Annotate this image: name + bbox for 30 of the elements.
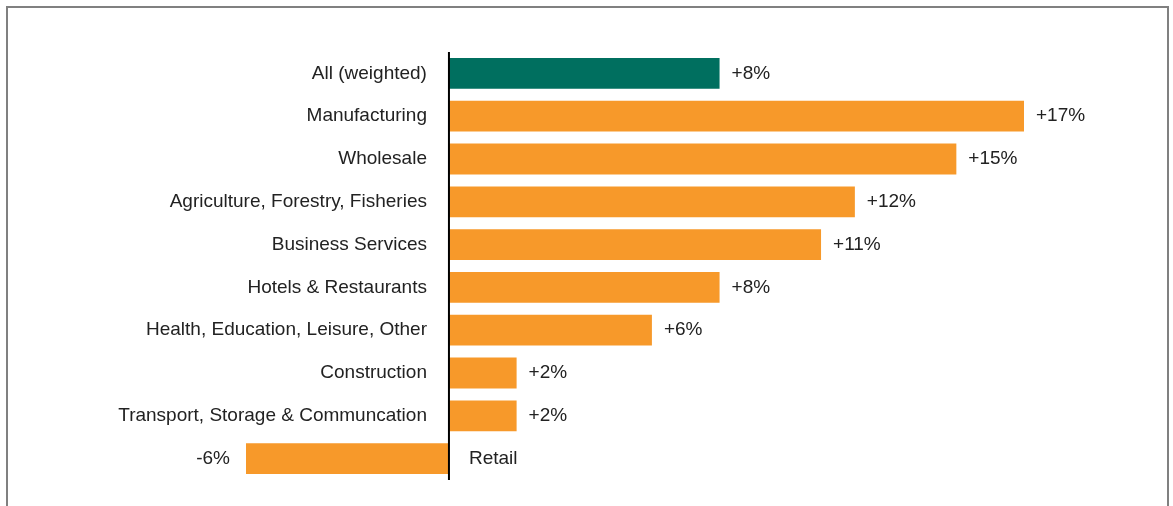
y-tick-label: Manufacturing (306, 104, 427, 126)
data-label: +11% (833, 232, 881, 254)
bar (246, 443, 449, 475)
bar (448, 229, 822, 261)
bar (448, 186, 855, 218)
y-tick-label: Construction (320, 361, 427, 383)
y-tick-label: Health, Education, Leisure, Other (146, 318, 428, 340)
data-label: +15% (968, 147, 1018, 169)
y-tick-label: Wholesale (338, 147, 427, 169)
y-tick-label: Hotels & Restaurants (247, 275, 427, 297)
data-label: +2% (528, 404, 568, 426)
bar (448, 271, 720, 303)
data-label: +2% (528, 361, 568, 383)
bar (448, 357, 517, 389)
y-tick-label: Business Services (271, 232, 427, 254)
data-label: +17% (1036, 104, 1086, 126)
bar (448, 400, 517, 432)
bar (448, 314, 652, 346)
y-tick-label: Transport, Storage & Communcation (118, 404, 427, 426)
y-tick-label: Retail (468, 446, 518, 468)
data-label: -6% (196, 446, 231, 468)
y-tick-label: Agriculture, Forestry, Fisheries (169, 190, 427, 212)
data-label: +8% (731, 275, 771, 297)
bar (448, 100, 1024, 132)
data-label: +6% (663, 318, 703, 340)
bar (448, 143, 957, 175)
data-label: +8% (731, 61, 771, 83)
bar (448, 57, 720, 89)
y-tick-label: All (weighted) (311, 61, 427, 83)
data-label: +12% (866, 190, 917, 212)
